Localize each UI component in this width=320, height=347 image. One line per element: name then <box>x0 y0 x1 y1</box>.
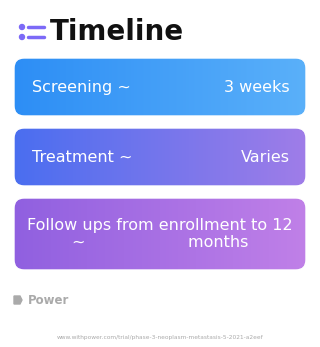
Polygon shape <box>14 296 22 304</box>
Text: Treatment ~: Treatment ~ <box>32 150 132 164</box>
FancyBboxPatch shape <box>12 126 308 188</box>
Text: Timeline: Timeline <box>50 18 184 46</box>
Text: Varies: Varies <box>241 150 290 164</box>
FancyBboxPatch shape <box>12 56 308 118</box>
Circle shape <box>20 25 25 29</box>
Text: www.withpower.com/trial/phase-3-neoplasm-metastasis-5-2021-a2eef: www.withpower.com/trial/phase-3-neoplasm… <box>57 336 263 340</box>
Circle shape <box>20 34 25 40</box>
Text: Screening ~: Screening ~ <box>32 79 131 94</box>
FancyBboxPatch shape <box>12 196 308 272</box>
Text: 3 weeks: 3 weeks <box>224 79 290 94</box>
Text: Power: Power <box>28 294 69 306</box>
Text: Follow ups from enrollment to 12
~                    months: Follow ups from enrollment to 12 ~ month… <box>27 218 293 250</box>
